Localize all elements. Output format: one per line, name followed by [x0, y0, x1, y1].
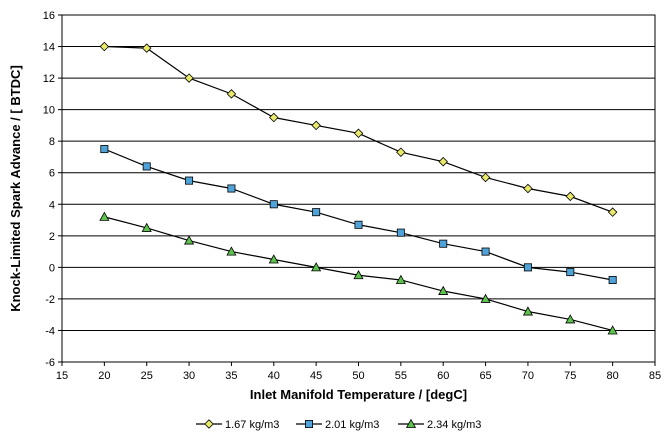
legend-item: 1.67 kg/m3: [196, 419, 279, 431]
data-point: [185, 176, 194, 185]
data-point: [311, 120, 321, 131]
data-point: [269, 200, 278, 209]
x-tick-label: 45: [310, 370, 322, 382]
data-point: [566, 268, 575, 277]
data-point: [353, 128, 364, 139]
data-point: [100, 145, 109, 154]
data-point: [565, 314, 576, 324]
y-tick-label: 10: [43, 105, 55, 117]
data-point: [439, 239, 448, 248]
data-point: [396, 228, 405, 237]
data-point: [269, 112, 279, 123]
y-tick-label: -4: [45, 325, 55, 337]
data-point: [142, 162, 151, 171]
x-tick-label: 30: [183, 370, 195, 382]
data-point: [353, 270, 364, 280]
y-tick-label: -6: [45, 357, 55, 369]
data-point: [99, 41, 110, 52]
y-axis-ticks: -6 -4 -2 0 2 4 6 8 10 12 14 16: [43, 10, 62, 369]
data-point: [480, 293, 491, 303]
data-point: [312, 208, 321, 217]
data-point: [184, 73, 194, 83]
legend-label: 2.01 kg/m3: [325, 419, 379, 431]
data-point: [480, 172, 491, 183]
x-tick-label: 75: [564, 370, 576, 382]
x-axis-ticks: 15 20 25 30 35 40 45 50 55 60 65 70 75 80 85: [56, 362, 661, 382]
y-tick-label: 2: [49, 231, 55, 243]
data-point: [522, 306, 534, 316]
series-1: [99, 41, 618, 217]
x-tick-label: 80: [607, 370, 619, 382]
x-tick-label: 25: [141, 370, 153, 382]
legend-item: 2.34 kg/m3: [398, 418, 481, 431]
y-tick-label: 14: [43, 42, 55, 54]
x-axis-title: Inlet Manifold Temperature / [degC]: [250, 387, 467, 402]
x-tick-label: 65: [479, 370, 491, 382]
data-point: [141, 43, 152, 53]
gridlines: [62, 46, 655, 331]
data-point: [268, 254, 279, 264]
data-point: [311, 262, 322, 272]
data-point: [481, 247, 490, 256]
legend-marker: [304, 419, 313, 428]
x-tick-label: 55: [395, 370, 407, 382]
series-layer: [99, 41, 618, 335]
data-point: [523, 183, 533, 194]
data-point: [396, 147, 406, 157]
y-tick-label: 6: [49, 168, 55, 180]
data-point: [607, 325, 618, 335]
legend: 1.67 kg/m3 2.01 kg/m3 2.34 kg/m3: [196, 418, 481, 431]
y-tick-label: 4: [49, 199, 55, 211]
data-point: [395, 274, 406, 284]
plot-area: [61, 14, 656, 363]
data-point: [607, 207, 618, 217]
x-tick-label: 60: [437, 370, 449, 382]
legend-marker: [405, 418, 417, 428]
data-point: [183, 235, 195, 245]
data-point: [523, 263, 532, 272]
y-tick-label: 8: [49, 136, 55, 148]
data-point: [438, 285, 449, 295]
series-3: [99, 211, 618, 335]
data-point: [227, 184, 236, 193]
data-point: [565, 191, 576, 202]
x-tick-label: 20: [98, 370, 110, 382]
y-tick-label: 16: [43, 10, 55, 22]
legend-label: 1.67 kg/m3: [225, 419, 279, 431]
series-2: [100, 145, 617, 284]
y-tick-label: 12: [43, 73, 55, 85]
data-point: [354, 220, 363, 229]
y-tick-label: -2: [45, 294, 55, 306]
x-tick-label: 50: [352, 370, 364, 382]
legend-marker: [204, 419, 214, 429]
data-point: [99, 211, 110, 221]
x-tick-label: 35: [225, 370, 237, 382]
x-tick-label: 70: [522, 370, 534, 382]
data-point: [608, 275, 617, 284]
legend-item: 2.01 kg/m3: [296, 419, 379, 431]
data-point: [226, 89, 237, 99]
x-tick-label: 85: [649, 370, 661, 382]
x-tick-label: 40: [268, 370, 280, 382]
data-point: [141, 222, 152, 232]
y-axis-title: Knock-Limited Spark Advance / [ BTDC]: [8, 65, 23, 312]
x-tick-label: 15: [56, 370, 68, 382]
data-point: [226, 246, 237, 256]
y-tick-label: 0: [49, 262, 55, 274]
legend-label: 2.34 kg/m3: [427, 419, 481, 431]
data-point: [438, 156, 448, 167]
